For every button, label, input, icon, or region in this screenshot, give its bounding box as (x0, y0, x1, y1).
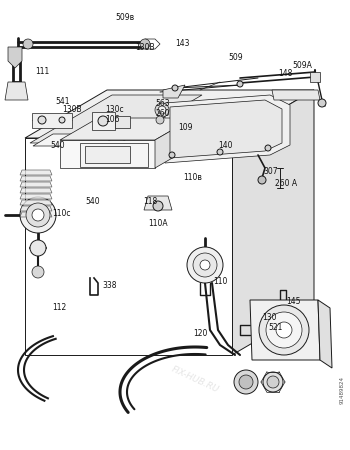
Text: 563: 563 (155, 99, 170, 108)
Polygon shape (272, 90, 320, 100)
Text: 130В: 130В (135, 42, 155, 51)
Polygon shape (30, 95, 202, 143)
Circle shape (172, 85, 178, 91)
Text: 541: 541 (55, 98, 70, 107)
Text: 118: 118 (143, 198, 157, 207)
Circle shape (153, 201, 163, 211)
Polygon shape (5, 82, 28, 100)
Polygon shape (85, 146, 130, 163)
Circle shape (158, 106, 166, 114)
Circle shape (23, 39, 33, 49)
Text: 120: 120 (193, 328, 207, 338)
Polygon shape (20, 194, 52, 199)
Text: 110в: 110в (183, 174, 202, 183)
Polygon shape (310, 72, 320, 82)
Polygon shape (318, 300, 332, 368)
Polygon shape (20, 200, 52, 205)
Polygon shape (20, 188, 52, 193)
Text: 260: 260 (155, 108, 169, 117)
Text: FIX-HUB.RU: FIX-HUB.RU (170, 365, 220, 395)
Circle shape (32, 266, 44, 278)
Polygon shape (33, 134, 120, 146)
Text: FIX-HUB.RU: FIX-HUB.RU (170, 295, 220, 325)
Polygon shape (20, 206, 52, 211)
Circle shape (26, 203, 50, 227)
Polygon shape (250, 300, 320, 360)
Text: 140: 140 (218, 140, 232, 149)
Circle shape (156, 116, 164, 124)
Polygon shape (60, 140, 155, 168)
Circle shape (140, 39, 150, 49)
Text: 111: 111 (35, 68, 49, 76)
Text: 106: 106 (105, 116, 119, 125)
Circle shape (237, 81, 243, 87)
Text: 540: 540 (85, 198, 100, 207)
Circle shape (38, 116, 46, 124)
Text: 148: 148 (278, 69, 292, 78)
Circle shape (187, 247, 223, 283)
Circle shape (239, 375, 253, 389)
Circle shape (263, 372, 283, 392)
Text: 509А: 509А (292, 60, 312, 69)
Polygon shape (20, 170, 52, 175)
Text: 91489824: 91489824 (340, 376, 344, 404)
Circle shape (200, 260, 210, 270)
Circle shape (20, 197, 56, 233)
Text: FIX-HUB.RU: FIX-HUB.RU (60, 260, 110, 290)
Polygon shape (115, 116, 130, 128)
Polygon shape (8, 47, 22, 68)
Polygon shape (20, 176, 52, 181)
Text: FIX-HUB.RU: FIX-HUB.RU (60, 133, 110, 163)
Text: 130с: 130с (105, 105, 124, 114)
Circle shape (30, 240, 46, 256)
Polygon shape (144, 196, 172, 210)
Circle shape (267, 376, 279, 388)
Polygon shape (25, 90, 314, 138)
Text: 112: 112 (52, 303, 66, 312)
Text: 130В: 130В (62, 105, 82, 114)
Text: 145: 145 (286, 297, 301, 306)
Polygon shape (165, 95, 290, 163)
Circle shape (98, 116, 108, 126)
Circle shape (265, 145, 271, 151)
Text: 109: 109 (178, 122, 193, 131)
Circle shape (259, 305, 309, 355)
Text: 509в: 509в (115, 14, 134, 22)
Polygon shape (20, 182, 52, 187)
Circle shape (318, 99, 326, 107)
Text: FIX-HUB.RU: FIX-HUB.RU (25, 325, 75, 355)
Text: 338: 338 (102, 280, 117, 289)
Text: 307: 307 (263, 167, 278, 176)
Polygon shape (155, 118, 193, 168)
Text: 260 А: 260 А (275, 179, 297, 188)
Polygon shape (92, 112, 115, 130)
Polygon shape (163, 85, 185, 98)
Circle shape (169, 152, 175, 158)
Circle shape (266, 312, 302, 348)
Text: 110с: 110с (52, 208, 70, 217)
Text: FIX-HUB.RU: FIX-HUB.RU (170, 185, 220, 215)
Polygon shape (80, 143, 148, 167)
Text: 509: 509 (228, 53, 243, 62)
Polygon shape (60, 118, 193, 140)
Circle shape (276, 322, 292, 338)
Text: 130: 130 (262, 314, 276, 323)
Text: 540: 540 (50, 140, 65, 149)
Circle shape (193, 253, 217, 277)
Text: 110А: 110А (148, 219, 168, 228)
Circle shape (59, 117, 65, 123)
Polygon shape (20, 212, 52, 217)
Text: 143: 143 (175, 39, 189, 48)
Polygon shape (25, 138, 232, 355)
Text: 521: 521 (268, 324, 282, 333)
Polygon shape (170, 100, 282, 158)
Circle shape (234, 370, 258, 394)
Circle shape (32, 209, 44, 221)
Circle shape (217, 149, 223, 155)
Polygon shape (232, 90, 314, 355)
Text: 110: 110 (213, 278, 228, 287)
Circle shape (155, 103, 169, 117)
Polygon shape (32, 113, 72, 128)
Circle shape (258, 176, 266, 184)
